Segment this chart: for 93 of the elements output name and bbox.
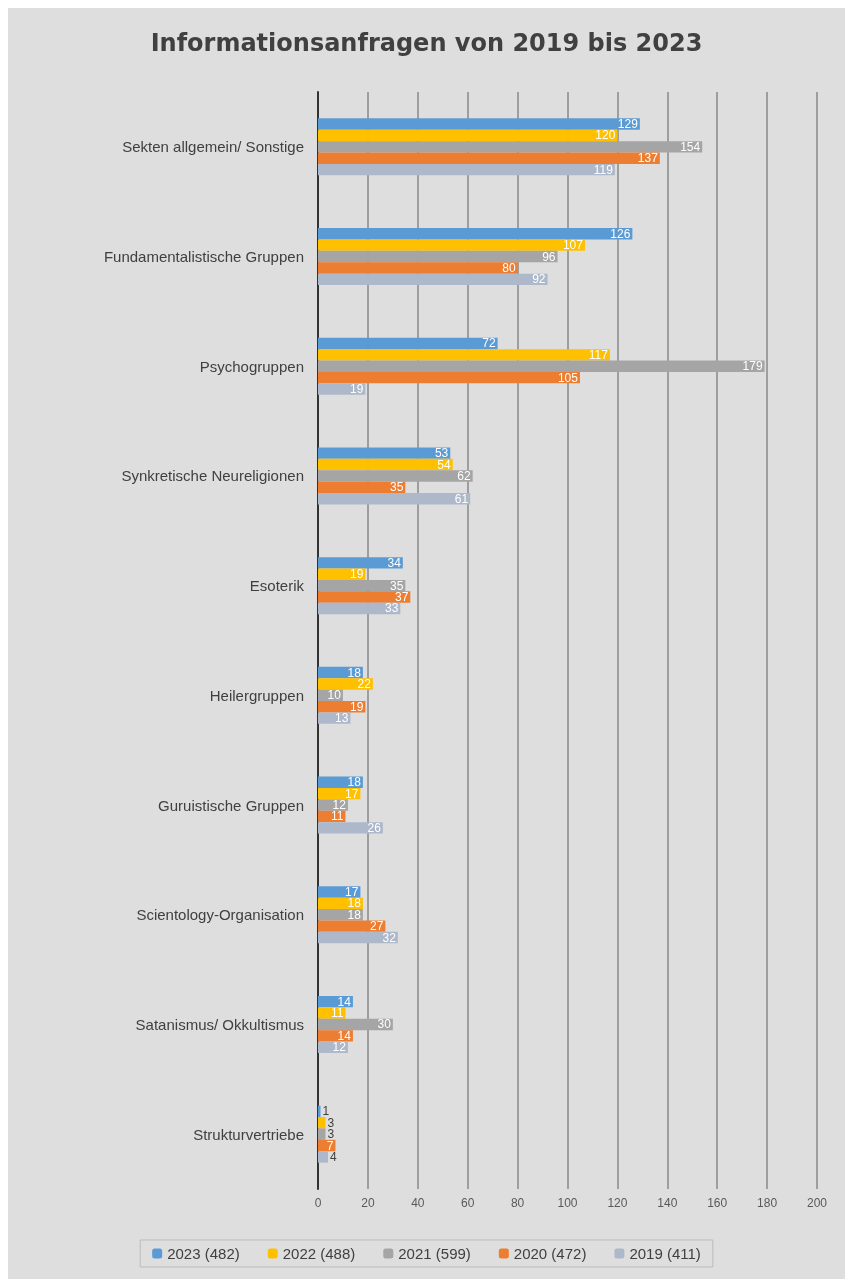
x-tick-label: 120 (607, 1196, 628, 1210)
bar (318, 557, 403, 569)
data-label: 119 (593, 162, 614, 177)
x-tick-label: 180 (757, 1196, 778, 1210)
data-label: 17 (345, 884, 359, 899)
bar (318, 228, 633, 240)
x-tick-label: 0 (314, 1196, 322, 1210)
y-tick-label: Satanismus/ Okkultismus (135, 1015, 304, 1033)
bar (318, 360, 765, 372)
y-tick-label: Guruistische Gruppen (158, 796, 304, 814)
data-label: 126 (610, 226, 631, 241)
bar (318, 470, 473, 482)
y-tick-label: Psychogruppen (199, 357, 304, 375)
bar (318, 337, 498, 350)
data-label: 12 (332, 1040, 347, 1055)
legend-label: 2020 (472) (513, 1245, 587, 1262)
data-label: 137 (637, 151, 659, 166)
data-label: 179 (742, 359, 763, 374)
x-tick-label: 20 (361, 1196, 375, 1210)
legend-label: 2019 (411) (629, 1245, 701, 1262)
x-tick-label: 140 (657, 1196, 678, 1210)
data-label: 11 (330, 809, 344, 824)
y-tick-label: Strukturvertriebe (193, 1125, 304, 1143)
bar (318, 447, 451, 459)
data-label: 92 (532, 272, 546, 287)
bar (318, 458, 453, 471)
bar (318, 262, 518, 274)
bar (318, 1030, 353, 1042)
data-label: 80 (502, 260, 516, 275)
data-label: 14 (337, 1028, 352, 1043)
legend-label: 2021 (599) (398, 1245, 471, 1262)
data-label: 35 (389, 480, 404, 495)
y-tick-label: Esoterik (249, 577, 305, 595)
data-label: 33 (384, 601, 399, 616)
data-label: 120 (595, 128, 616, 143)
y-tick-label: Synkretische Neureligionen (121, 467, 304, 485)
data-label: 61 (454, 491, 469, 506)
bar (318, 886, 361, 898)
data-label: 19 (350, 567, 364, 582)
data-label: 27 (370, 919, 384, 934)
data-label: 30 (377, 1017, 392, 1032)
data-label: 19 (350, 382, 364, 397)
x-tick-label: 80 (510, 1196, 525, 1210)
bar (318, 678, 373, 690)
bar (318, 920, 386, 932)
bar (318, 1151, 328, 1163)
bar (318, 493, 471, 505)
data-label: 154 (680, 139, 701, 154)
x-tick-label: 160 (707, 1196, 728, 1210)
data-label: 62 (457, 468, 471, 483)
data-label: 72 (482, 336, 496, 351)
bar (318, 250, 558, 263)
data-label: 96 (542, 249, 556, 264)
data-label: 19 (350, 699, 364, 714)
data-label: 26 (367, 820, 382, 835)
bar (318, 591, 411, 603)
bar (318, 239, 585, 251)
legend-label: 2023 (482) (167, 1245, 240, 1262)
y-tick-label: Scientology-Organisation (136, 906, 304, 924)
x-tick-label: 200 (806, 1196, 828, 1210)
bar (318, 822, 383, 834)
data-label: 35 (389, 578, 404, 593)
data-label: 1 (322, 1104, 330, 1119)
data-label: 107 (562, 238, 584, 253)
data-label: 10 (327, 688, 342, 703)
x-tick-label: 40 (411, 1196, 425, 1210)
bar (318, 1128, 326, 1140)
data-label: 34 (387, 555, 402, 570)
chart-title: Informationsanfragen von 2019 bis 2023 (150, 29, 703, 57)
data-label: 32 (382, 930, 397, 945)
data-label: 14 (337, 994, 352, 1009)
y-tick-label: Heilergruppen (209, 686, 304, 704)
bar (318, 273, 548, 286)
x-tick-label: 60 (461, 1196, 475, 1210)
bar (318, 1117, 326, 1129)
data-label: 11 (330, 1006, 344, 1021)
bar (318, 129, 618, 142)
bar (318, 371, 580, 384)
bar (318, 349, 610, 361)
y-tick-label: Fundamentalistische Gruppen (103, 248, 304, 266)
bar (318, 383, 366, 395)
y-tick-label: Sekten allgemein/ Sonstige (122, 138, 304, 156)
bar (318, 152, 660, 164)
bar (318, 163, 615, 176)
data-label: 105 (557, 370, 579, 385)
x-tick-label: 100 (557, 1196, 578, 1210)
data-label: 3 (327, 1115, 335, 1130)
data-label: 13 (335, 711, 349, 726)
legend-label: 2022 (488) (282, 1245, 356, 1262)
bar (318, 118, 640, 130)
data-label: 117 (588, 347, 609, 362)
bar (318, 141, 703, 153)
data-label: 129 (617, 117, 639, 132)
